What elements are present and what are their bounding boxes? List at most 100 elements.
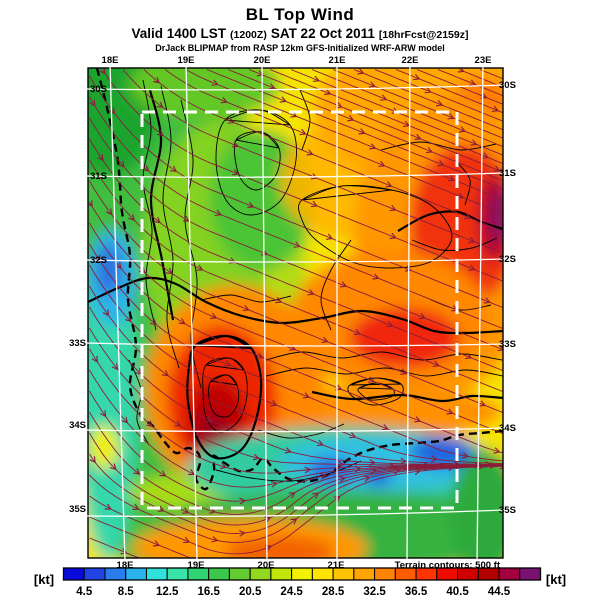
axis-top-19E: 19E <box>178 55 195 66</box>
streamline-0 <box>89 75 503 309</box>
terrain-contour-6 <box>160 85 180 369</box>
colorbar-segment-0 <box>63 567 85 581</box>
terrain-contour-15 <box>357 382 395 401</box>
forecast-lead: [18hrFcst@2159z] <box>378 29 469 41</box>
streamline-31 <box>269 69 503 165</box>
colorbar-segment-20 <box>477 567 500 581</box>
streamline-39 <box>437 69 503 97</box>
streamline-38 <box>416 69 503 105</box>
longitude-line-5 <box>476 63 484 563</box>
axis-right-31S: 31S <box>499 168 516 179</box>
colorbar-segment-8 <box>228 567 251 581</box>
valid-date: SAT 22 Oct 2011 <box>270 26 375 41</box>
colorbar-unit-right: [kt] <box>546 572 566 587</box>
colorbar-segment-7 <box>208 567 230 581</box>
field-blob-26 <box>411 436 475 468</box>
streamline-18 <box>89 453 503 534</box>
terrain-contour-4 <box>311 390 503 403</box>
colorbar-segment-2 <box>104 567 127 581</box>
colorbar-segment-1 <box>83 567 106 581</box>
axis-left-31S: 31S <box>90 171 107 182</box>
streamline-5 <box>89 180 503 414</box>
streamline-24 <box>122 69 503 254</box>
colorbar-segment-4 <box>145 567 168 581</box>
streamline-35 <box>353 69 503 131</box>
model-line: DrJack BLIPMAP from RASP 12km GFS-Initia… <box>155 43 445 53</box>
valid-line: Valid 1400 LST (1200Z) SAT 22 Oct 2011 [18h… <box>0 26 600 41</box>
colorbar-segment-16 <box>394 567 417 581</box>
axis-right-32S: 32S <box>499 254 516 265</box>
streamline-7 <box>89 222 503 454</box>
streamline-32 <box>290 69 503 156</box>
axis-right-35S: 35S <box>499 505 516 516</box>
colorbar-tick-28.5: 28.5 <box>322 586 345 598</box>
terrain-contour-21 <box>320 239 352 331</box>
axis-top-21E: 21E <box>329 55 346 66</box>
streamline-20 <box>89 465 503 555</box>
axis-bottom-19E: 19E <box>188 560 205 571</box>
axis-top-20E: 20E <box>254 55 271 66</box>
colorbar-frame <box>62 567 542 581</box>
colorbar-segment-18 <box>436 567 459 581</box>
page-title: BL Top Wind <box>245 5 355 24</box>
latitude-line-1 <box>84 172 507 178</box>
streamline-arrowheads <box>88 68 503 555</box>
map-border <box>87 67 504 559</box>
longitude-line-0 <box>109 63 126 563</box>
colorbar-tick-44.5: 44.5 <box>488 586 511 598</box>
colorbar-tick-8.5: 8.5 <box>118 586 135 598</box>
colorbar-segment-3 <box>125 567 147 581</box>
colorbar-segment-15 <box>374 567 396 581</box>
axis-bottom-21E: 21E <box>328 560 345 571</box>
streamline-34 <box>332 69 503 139</box>
colorbar-segment-5 <box>166 567 189 581</box>
colorbar-segment-12 <box>311 567 334 581</box>
latitude-line-5 <box>84 509 507 518</box>
axis-right-30S: 30S <box>499 80 516 91</box>
axis-left-35S: 35S <box>69 504 86 515</box>
field-blob-13 <box>350 308 460 368</box>
colorbar-tick-24.5: 24.5 <box>280 586 303 598</box>
terrain-contour-17 <box>208 374 240 418</box>
axis-top-23E: 23E <box>475 55 492 66</box>
streamlines <box>88 68 503 558</box>
streamline-36 <box>374 69 503 122</box>
colorbar-segment-22 <box>519 567 542 581</box>
field-blob-22 <box>89 425 119 469</box>
colorbar-tick-16.5: 16.5 <box>197 586 220 598</box>
terrain-contour-13 <box>265 367 503 377</box>
streamline-41 <box>479 69 503 80</box>
streamline-19 <box>89 465 503 543</box>
axis-left-34S: 34S <box>69 420 86 431</box>
colorbar-segment-9 <box>249 567 272 581</box>
streamline-3 <box>89 138 503 372</box>
streamline-37 <box>395 69 503 114</box>
terrain-contour-20 <box>380 141 497 151</box>
nested-domain-box <box>140 110 459 510</box>
axis-right-34S: 34S <box>499 423 516 434</box>
terrain-note: Terrain contours: 500 ft <box>395 560 501 571</box>
colorbar-tick-12.5: 12.5 <box>156 586 179 598</box>
axis-left-32S: 32S <box>90 255 107 266</box>
colorbar <box>62 567 542 581</box>
axis-bottom-18E: 18E <box>117 560 134 571</box>
valid-time: Valid 1400 LST <box>131 26 227 41</box>
longitude-line-4 <box>406 63 411 563</box>
streamline-12 <box>89 327 503 466</box>
colorbar-tick-40.5: 40.5 <box>446 586 469 598</box>
field-blob-30 <box>450 450 503 558</box>
field-blob-11 <box>491 189 503 243</box>
colorbar-segment-13 <box>332 567 355 581</box>
terrain-contour-19 <box>200 294 292 303</box>
streamline-22 <box>89 537 141 558</box>
field-blob-21 <box>97 244 121 296</box>
colorbar-tick-36.5: 36.5 <box>405 586 428 598</box>
streamline-14 <box>89 369 503 488</box>
streamline-21 <box>89 516 192 558</box>
axis-bottom-20E: 20E <box>258 560 275 571</box>
colorbar-segment-6 <box>187 567 210 581</box>
streamline-25 <box>143 69 503 232</box>
terrain-contour-18 <box>215 460 362 482</box>
longitude-line-1 <box>185 63 198 563</box>
